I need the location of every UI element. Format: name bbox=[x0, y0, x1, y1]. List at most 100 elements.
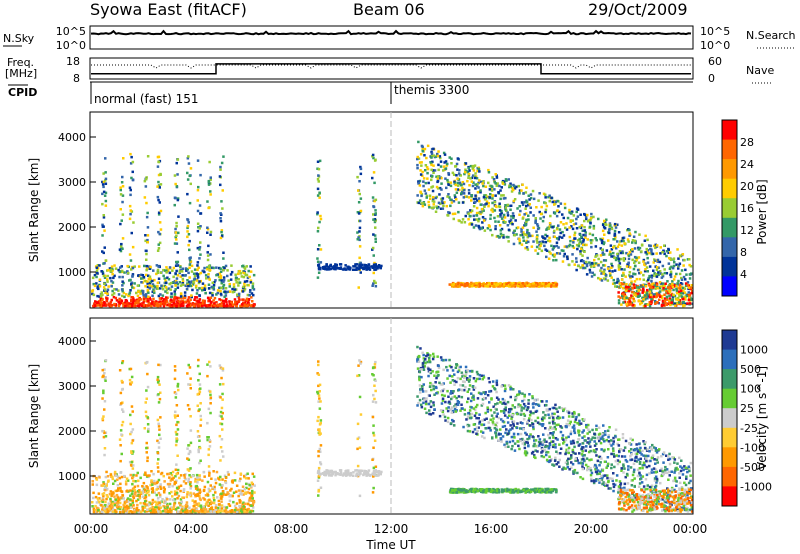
scatter-cell bbox=[437, 163, 440, 167]
scatter-cell bbox=[237, 281, 240, 284]
scatter-cell bbox=[145, 451, 148, 454]
scatter-cell bbox=[584, 234, 587, 237]
scatter-cell bbox=[609, 252, 612, 256]
scatter-cell bbox=[377, 470, 381, 473]
scatter-cell bbox=[185, 501, 189, 504]
scatter-cell bbox=[188, 407, 191, 411]
scatter-cell bbox=[106, 508, 109, 511]
scatter-cell bbox=[126, 264, 129, 268]
scatter-cell bbox=[319, 486, 323, 489]
scatter-cell bbox=[579, 266, 582, 269]
scatter-cell bbox=[152, 472, 155, 476]
scatter-cell bbox=[117, 304, 121, 308]
scatter-cell bbox=[176, 173, 179, 176]
scatter-cell bbox=[227, 510, 230, 514]
scatter-cell bbox=[128, 304, 132, 308]
scatter-cell bbox=[491, 201, 494, 205]
scatter-cell bbox=[677, 267, 680, 270]
scatter-cell bbox=[140, 273, 143, 277]
scatter-cell bbox=[152, 300, 156, 304]
scatter-cell bbox=[103, 276, 107, 279]
scatter-cell bbox=[325, 264, 328, 268]
scatter-cell bbox=[507, 281, 511, 285]
scatter-cell bbox=[683, 302, 687, 306]
scatter-cell bbox=[159, 506, 162, 509]
scatter-cell bbox=[129, 259, 133, 262]
scatter-cell bbox=[542, 282, 545, 285]
scatter-cell bbox=[235, 502, 239, 505]
scatter-cell bbox=[649, 293, 653, 297]
scatter-cell bbox=[234, 273, 237, 276]
scatter-cell bbox=[505, 209, 508, 212]
scatter-cell bbox=[507, 228, 511, 232]
scatter-cell bbox=[133, 299, 137, 302]
scatter-cell bbox=[431, 189, 435, 193]
scatter-cell bbox=[224, 487, 228, 490]
scatter-cell bbox=[578, 225, 581, 229]
scatter-cell bbox=[619, 240, 622, 243]
scatter-cell bbox=[505, 235, 508, 239]
scatter-cell bbox=[317, 167, 321, 171]
scatter-cell bbox=[101, 493, 104, 496]
scatter-cell bbox=[198, 280, 201, 283]
scatter-cell bbox=[507, 235, 510, 239]
scatter-cell bbox=[356, 437, 359, 441]
scatter-cell bbox=[359, 165, 362, 169]
scatter-cell bbox=[176, 283, 180, 286]
scatter-cell bbox=[102, 498, 105, 502]
scatter-cell bbox=[570, 225, 573, 228]
scatter-cell bbox=[534, 221, 537, 225]
scatter-cell bbox=[675, 263, 678, 266]
scatter-cell bbox=[478, 200, 481, 203]
scatter-cell bbox=[127, 510, 131, 514]
scatter-cell bbox=[131, 304, 134, 308]
scatter-cell bbox=[176, 414, 179, 417]
scatter-cell bbox=[226, 470, 230, 474]
scatter-cell bbox=[603, 241, 606, 244]
scatter-cell bbox=[654, 301, 657, 304]
scatter-cell bbox=[427, 200, 430, 204]
scatter-cell bbox=[672, 278, 676, 281]
scatter-cell bbox=[191, 302, 195, 305]
scatter-cell bbox=[130, 381, 134, 384]
scatter-cell bbox=[188, 201, 192, 205]
scatter-cell bbox=[201, 286, 204, 290]
scatter-cell bbox=[206, 480, 210, 484]
scatter-cell bbox=[519, 233, 522, 237]
scatter-cell bbox=[528, 198, 531, 201]
scatter-cell bbox=[447, 193, 450, 196]
scatter-cell bbox=[207, 275, 210, 279]
scatter-cell bbox=[156, 284, 159, 288]
scatter-cell bbox=[148, 267, 152, 270]
scatter-cell bbox=[178, 300, 182, 304]
scatter-cell bbox=[512, 216, 515, 220]
scatter-cell bbox=[195, 508, 199, 511]
scatter-cell bbox=[562, 255, 566, 258]
scatter-cell bbox=[665, 254, 668, 258]
scatter-cell bbox=[227, 473, 230, 476]
scatter-cell bbox=[208, 303, 211, 307]
scatter-cell bbox=[105, 290, 109, 294]
scatter-cell bbox=[199, 212, 203, 215]
scatter-cell bbox=[602, 226, 606, 229]
scatter-cell bbox=[217, 510, 220, 514]
scatter-cell bbox=[655, 244, 659, 247]
scatter-cell bbox=[507, 240, 510, 243]
scatter-cell bbox=[535, 285, 538, 288]
scatter-cell bbox=[242, 285, 245, 289]
scatter-cell bbox=[196, 246, 200, 250]
scatter-cell bbox=[237, 272, 240, 276]
scatter-cell bbox=[240, 493, 243, 496]
scatter-cell bbox=[656, 287, 659, 290]
scatter-cell bbox=[535, 237, 539, 240]
scatter-cell bbox=[499, 197, 502, 201]
scatter-cell bbox=[201, 509, 204, 513]
scatter-cell bbox=[166, 502, 169, 506]
scatter-cell bbox=[189, 467, 192, 470]
scatter-cell bbox=[318, 196, 321, 199]
scatter-cell bbox=[319, 261, 323, 264]
scatter-cell bbox=[138, 303, 142, 306]
scatter-cell bbox=[650, 298, 653, 301]
scatter-cell bbox=[145, 397, 148, 400]
scatter-cell bbox=[168, 302, 172, 305]
